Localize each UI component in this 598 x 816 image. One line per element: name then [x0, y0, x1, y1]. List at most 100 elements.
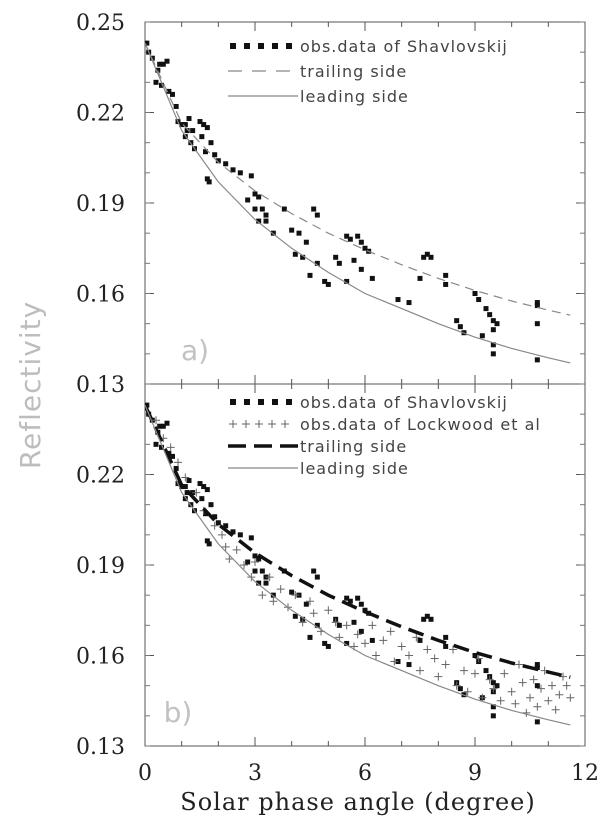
data-point-shavlovskij [204, 125, 210, 131]
data-point-shavlovskij [263, 580, 269, 586]
legend-marker-plus [268, 420, 276, 428]
legend-marker-squares [258, 399, 264, 405]
data-point-shavlovskij [490, 327, 496, 333]
data-point-shavlovskij [212, 514, 218, 520]
data-point-shavlovskij [160, 61, 166, 67]
data-point-lockwood [500, 669, 509, 678]
data-point-shavlovskij [215, 158, 221, 164]
legend-label: trailing side [300, 437, 407, 456]
data-point-shavlovskij [457, 324, 463, 330]
legend-marker-squares [286, 43, 292, 49]
data-point-shavlovskij [223, 523, 229, 529]
data-point-shavlovskij [263, 212, 269, 218]
data-point-shavlovskij [153, 79, 159, 85]
data-point-lockwood [511, 699, 520, 708]
data-point-shavlovskij [421, 616, 427, 622]
data-point-shavlovskij [325, 281, 331, 287]
data-point-shavlovskij [182, 484, 188, 490]
data-point-shavlovskij [179, 122, 185, 128]
data-point-shavlovskij [259, 206, 265, 212]
data-point-lockwood [522, 708, 531, 717]
data-point-shavlovskij [300, 254, 306, 260]
data-point-shavlovskij [208, 502, 214, 508]
plot-area [145, 402, 575, 726]
data-point-shavlovskij [443, 643, 449, 649]
data-point-lockwood [416, 666, 424, 675]
data-point-shavlovskij [358, 601, 364, 607]
data-point-lockwood [353, 630, 362, 639]
legend-marker-squares [272, 43, 278, 49]
data-point-shavlovskij [270, 592, 276, 598]
data-point-shavlovskij [237, 532, 243, 538]
data-point-lockwood [544, 696, 553, 705]
data-point-shavlovskij [490, 713, 496, 719]
data-point-shavlovskij [204, 487, 210, 493]
data-point-shavlovskij [206, 179, 212, 185]
data-point-shavlovskij [417, 275, 423, 281]
series-line-trailing-side [145, 42, 571, 316]
data-point-lockwood [342, 621, 351, 630]
data-point-shavlovskij [417, 637, 423, 643]
y-tick-label: 0.25 [76, 11, 125, 36]
data-point-lockwood [221, 542, 230, 551]
data-point-shavlovskij [472, 653, 478, 658]
data-point-shavlovskij [201, 122, 207, 128]
data-point-shavlovskij [296, 230, 302, 236]
data-point-shavlovskij [289, 227, 295, 233]
y-tick-label: 0.13 [76, 735, 125, 760]
data-point-shavlovskij [281, 206, 287, 212]
data-point-shavlovskij [534, 662, 540, 668]
data-point-shavlovskij [421, 254, 427, 260]
data-point-lockwood [379, 636, 388, 645]
data-point-lockwood [449, 645, 457, 654]
data-point-lockwood [452, 681, 461, 690]
data-point-shavlovskij [252, 568, 258, 574]
x-tick-label: 3 [248, 761, 262, 786]
data-point-lockwood [258, 591, 267, 600]
data-point-shavlovskij [314, 212, 320, 218]
data-point-shavlovskij [311, 568, 317, 574]
data-point-shavlovskij [534, 300, 540, 306]
data-point-lockwood [324, 606, 333, 615]
y-tick-label: 0.13 [76, 373, 125, 398]
data-point-shavlovskij [153, 441, 159, 447]
data-point-shavlovskij [270, 230, 276, 236]
data-point-lockwood [361, 639, 369, 648]
data-point-lockwood [386, 627, 395, 636]
data-point-lockwood [276, 585, 285, 594]
data-point-shavlovskij [325, 643, 331, 649]
data-point-shavlovskij [245, 197, 251, 203]
data-point-shavlovskij [472, 291, 478, 296]
data-point-shavlovskij [347, 598, 353, 604]
data-point-lockwood [397, 642, 406, 651]
data-point-shavlovskij [164, 420, 170, 426]
data-point-lockwood [441, 660, 450, 669]
data-point-shavlovskij [199, 134, 205, 140]
data-point-shavlovskij [159, 82, 164, 88]
legend-marker-squares [230, 399, 236, 405]
data-point-shavlovskij [184, 128, 190, 134]
data-point-lockwood [309, 609, 318, 618]
data-point-shavlovskij [336, 622, 342, 628]
y-axis-label: Reflectivity [14, 301, 47, 469]
data-point-shavlovskij [292, 251, 298, 257]
legend-marker-squares [258, 43, 264, 49]
data-point-lockwood [192, 488, 201, 497]
data-point-shavlovskij [490, 680, 496, 686]
data-point-shavlovskij [292, 613, 298, 619]
data-point-shavlovskij [170, 91, 175, 97]
data-point-shavlovskij [322, 640, 328, 646]
data-point-lockwood [390, 657, 399, 666]
data-point-shavlovskij [454, 318, 460, 324]
data-point-lockwood [537, 684, 545, 693]
data-point-lockwood [174, 458, 182, 467]
y-tick-label: 0.19 [76, 554, 125, 579]
data-point-shavlovskij [534, 321, 540, 327]
legend-marker-plus [242, 420, 250, 428]
data-point-shavlovskij [166, 88, 172, 94]
data-point-shavlovskij [534, 719, 540, 725]
data-point-shavlovskij [490, 342, 496, 348]
legend-label: obs.data of Lockwood et al [300, 415, 541, 434]
data-point-shavlovskij [186, 116, 192, 122]
data-point-lockwood [265, 573, 274, 582]
